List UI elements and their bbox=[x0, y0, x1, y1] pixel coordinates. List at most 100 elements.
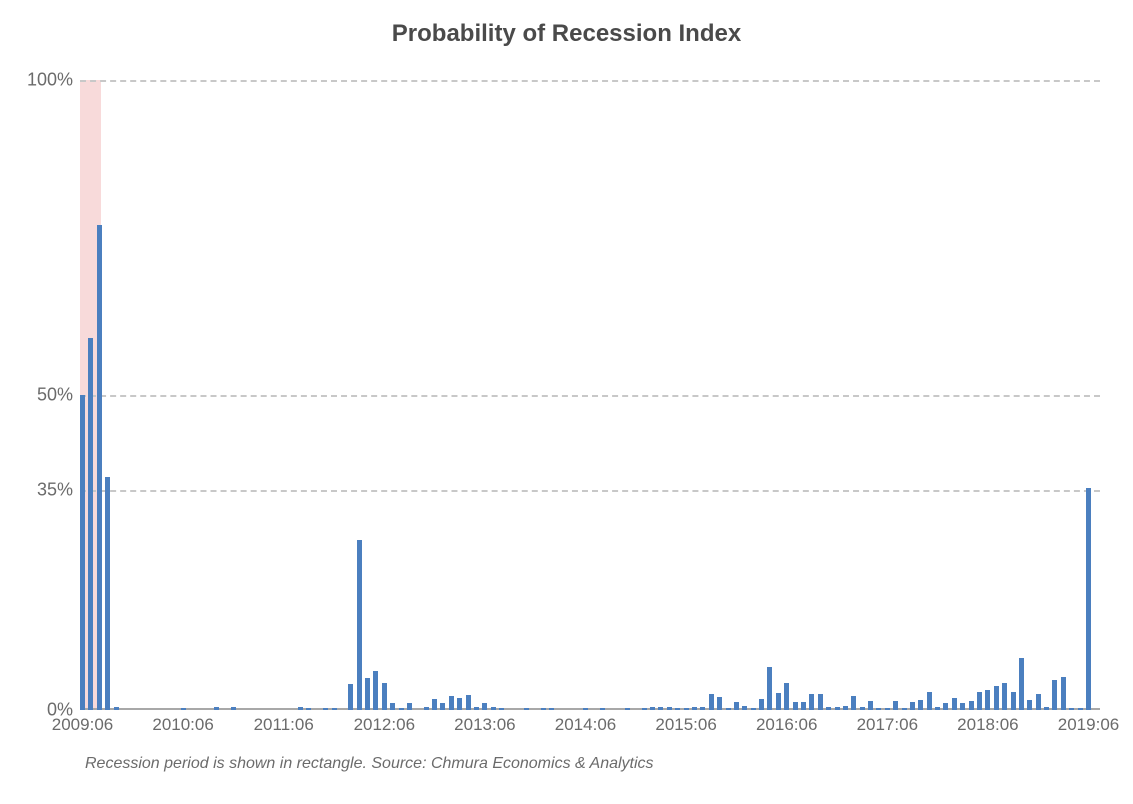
data-bar bbox=[1019, 658, 1024, 710]
data-bar bbox=[960, 703, 965, 710]
data-bar bbox=[675, 708, 680, 710]
data-bar bbox=[809, 694, 814, 710]
data-bar bbox=[491, 707, 496, 710]
data-bar bbox=[541, 708, 546, 710]
data-bar bbox=[667, 707, 672, 710]
data-bar bbox=[323, 708, 328, 710]
data-bar bbox=[1036, 694, 1041, 710]
data-bar bbox=[751, 708, 756, 710]
data-bar bbox=[776, 693, 781, 710]
data-bar bbox=[709, 694, 714, 710]
data-bar bbox=[734, 702, 739, 710]
data-bar bbox=[642, 708, 647, 710]
x-axis-label: 2010:06 bbox=[152, 715, 213, 735]
data-bar bbox=[298, 707, 303, 710]
data-bar bbox=[399, 708, 404, 710]
data-bar bbox=[742, 706, 747, 710]
data-bar bbox=[348, 684, 353, 710]
data-bar bbox=[440, 703, 445, 710]
data-bar bbox=[1061, 677, 1066, 710]
x-axis-label: 2014:06 bbox=[555, 715, 616, 735]
data-bar bbox=[357, 540, 362, 710]
data-bar bbox=[658, 707, 663, 710]
data-bar bbox=[583, 708, 588, 710]
data-bar bbox=[893, 701, 898, 710]
data-bar bbox=[549, 708, 554, 710]
x-axis-label: 2017:06 bbox=[857, 715, 918, 735]
x-axis-label: 2016:06 bbox=[756, 715, 817, 735]
data-bar bbox=[524, 708, 529, 710]
data-bar bbox=[876, 708, 881, 710]
data-bar bbox=[105, 477, 110, 710]
data-bar bbox=[214, 707, 219, 710]
y-axis-label: 50% bbox=[37, 385, 73, 406]
x-axis-label: 2012:06 bbox=[354, 715, 415, 735]
y-axis-label: 100% bbox=[27, 70, 73, 91]
data-bar bbox=[625, 708, 630, 710]
data-bar bbox=[994, 686, 999, 710]
data-bar bbox=[474, 707, 479, 710]
data-bar bbox=[97, 225, 102, 710]
chart-title: Probability of Recession Index bbox=[0, 20, 1133, 48]
data-bar bbox=[390, 703, 395, 710]
data-bar bbox=[499, 708, 504, 710]
data-bar bbox=[985, 690, 990, 710]
data-bar bbox=[885, 708, 890, 710]
data-bar bbox=[784, 683, 789, 710]
plot-area bbox=[80, 80, 1100, 710]
data-bar bbox=[466, 695, 471, 710]
chart-container: Probability of Recession Index Recession… bbox=[0, 0, 1133, 804]
y-axis-label: 35% bbox=[37, 479, 73, 500]
data-bar bbox=[860, 707, 865, 710]
data-bar bbox=[1086, 488, 1091, 710]
data-bar bbox=[868, 701, 873, 710]
data-bar bbox=[1002, 683, 1007, 710]
data-bar bbox=[692, 707, 697, 710]
data-bar bbox=[851, 696, 856, 710]
data-bar bbox=[80, 395, 85, 710]
data-bar bbox=[382, 683, 387, 710]
data-bar bbox=[424, 707, 429, 710]
x-axis-label: 2009:06 bbox=[52, 715, 113, 735]
data-bar bbox=[432, 699, 437, 710]
data-bar bbox=[457, 698, 462, 710]
data-bar bbox=[332, 708, 337, 710]
gridline bbox=[80, 395, 1100, 397]
data-bar bbox=[181, 708, 186, 710]
data-bar bbox=[1044, 707, 1049, 710]
data-bar bbox=[977, 692, 982, 710]
chart-footnote: Recession period is shown in rectangle. … bbox=[85, 755, 654, 773]
gridline bbox=[80, 490, 1100, 492]
data-bar bbox=[793, 702, 798, 710]
data-bar bbox=[767, 667, 772, 710]
data-bar bbox=[114, 707, 119, 710]
data-bar bbox=[1078, 708, 1083, 710]
data-bar bbox=[910, 702, 915, 710]
data-bar bbox=[650, 707, 655, 710]
data-bar bbox=[306, 708, 311, 710]
data-bar bbox=[969, 701, 974, 710]
data-bar bbox=[373, 671, 378, 710]
data-bar bbox=[902, 708, 907, 710]
x-axis-label: 2019:06 bbox=[1058, 715, 1119, 735]
data-bar bbox=[449, 696, 454, 710]
data-bar bbox=[684, 708, 689, 710]
data-bar bbox=[935, 707, 940, 710]
data-bar bbox=[365, 678, 370, 710]
data-bar bbox=[826, 707, 831, 710]
x-axis-label: 2018:06 bbox=[957, 715, 1018, 735]
data-bar bbox=[843, 706, 848, 710]
data-bar bbox=[700, 707, 705, 710]
x-axis-label: 2011:06 bbox=[254, 715, 314, 735]
data-bar bbox=[943, 703, 948, 710]
data-bar bbox=[88, 338, 93, 710]
data-bar bbox=[952, 698, 957, 710]
data-bar bbox=[1027, 700, 1032, 710]
data-bar bbox=[801, 702, 806, 710]
x-axis-label: 2015:06 bbox=[655, 715, 716, 735]
data-bar bbox=[231, 707, 236, 710]
data-bar bbox=[726, 708, 731, 710]
gridline bbox=[80, 80, 1100, 82]
data-bar bbox=[407, 703, 412, 710]
x-axis-label: 2013:06 bbox=[454, 715, 515, 735]
